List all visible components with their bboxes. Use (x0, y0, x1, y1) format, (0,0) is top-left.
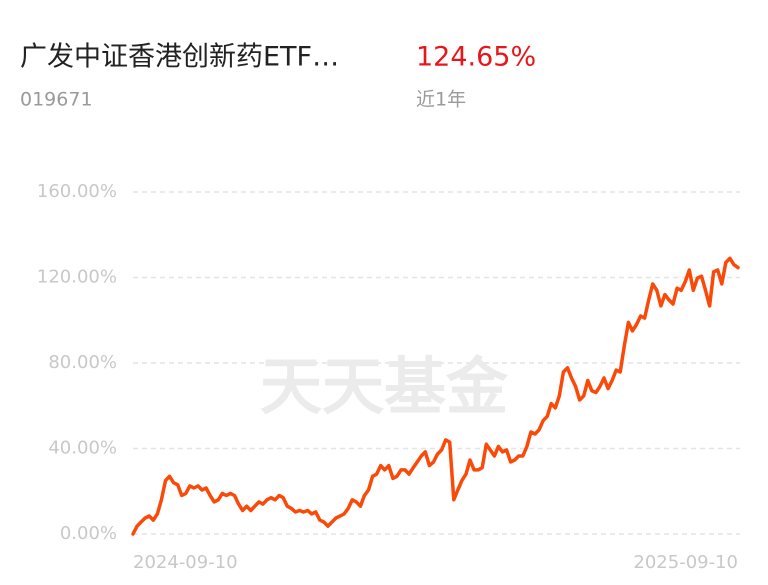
y-tick-label: 160.00% (37, 181, 117, 202)
y-tick-label: 40.00% (48, 438, 117, 459)
period: 近1年 (416, 89, 466, 111)
y-tick-label: 0.00% (60, 523, 117, 544)
y-tick-label: 80.00% (48, 352, 117, 373)
fund-code: 019671 (20, 89, 93, 111)
y-tick-label: 120.00% (37, 267, 117, 288)
x-tick-label: 2024-09-10 (133, 552, 238, 573)
x-tick-label: 2025-09-10 (633, 552, 738, 573)
fund-line (131, 256, 740, 536)
fund-title: 广发中证香港创新药ETF… (20, 42, 339, 73)
return-value: 124.65% (416, 42, 536, 73)
watermark: 天天基金 (260, 350, 509, 423)
